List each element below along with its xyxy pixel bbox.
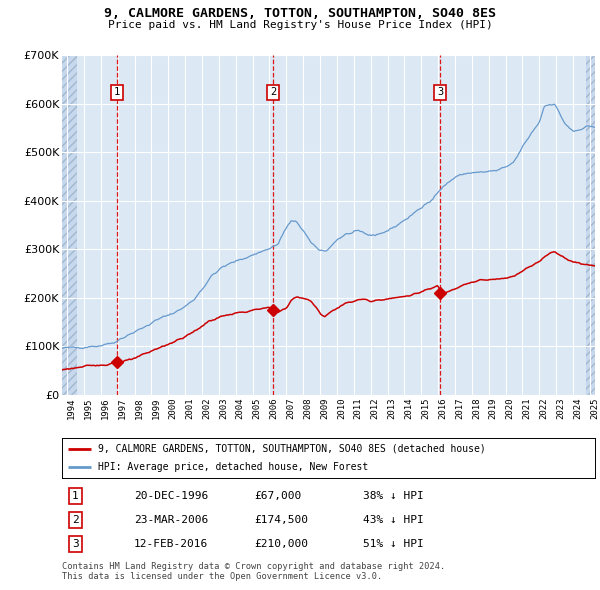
Text: £67,000: £67,000 bbox=[254, 491, 301, 501]
Text: 2015: 2015 bbox=[421, 398, 430, 419]
Text: 38% ↓ HPI: 38% ↓ HPI bbox=[363, 491, 424, 501]
Text: £174,500: £174,500 bbox=[254, 515, 308, 525]
Text: 2011: 2011 bbox=[354, 398, 363, 419]
Text: 1: 1 bbox=[114, 87, 120, 97]
Text: 1995: 1995 bbox=[84, 398, 93, 419]
Text: 2025: 2025 bbox=[590, 398, 599, 419]
Text: 12-FEB-2016: 12-FEB-2016 bbox=[134, 539, 208, 549]
Text: 1997: 1997 bbox=[118, 398, 127, 419]
Text: 2016: 2016 bbox=[438, 398, 447, 419]
Text: Contains HM Land Registry data © Crown copyright and database right 2024.
This d: Contains HM Land Registry data © Crown c… bbox=[62, 562, 445, 581]
Text: 1994: 1994 bbox=[67, 398, 76, 419]
Text: 2014: 2014 bbox=[404, 398, 413, 419]
Bar bbox=[62, 55, 77, 395]
Bar bbox=[586, 55, 595, 395]
Text: 2: 2 bbox=[72, 515, 79, 525]
Text: 3: 3 bbox=[72, 539, 79, 549]
Text: 2018: 2018 bbox=[472, 398, 481, 419]
Text: £210,000: £210,000 bbox=[254, 539, 308, 549]
Text: 2004: 2004 bbox=[236, 398, 245, 419]
Text: 2000: 2000 bbox=[168, 398, 177, 419]
Text: 1999: 1999 bbox=[151, 398, 160, 419]
Text: 2013: 2013 bbox=[388, 398, 397, 419]
Text: 2021: 2021 bbox=[523, 398, 532, 419]
Text: 9, CALMORE GARDENS, TOTTON, SOUTHAMPTON, SO40 8ES (detached house): 9, CALMORE GARDENS, TOTTON, SOUTHAMPTON,… bbox=[98, 444, 486, 454]
Text: Price paid vs. HM Land Registry's House Price Index (HPI): Price paid vs. HM Land Registry's House … bbox=[107, 20, 493, 30]
Text: 1996: 1996 bbox=[101, 398, 110, 419]
Text: 3: 3 bbox=[437, 87, 443, 97]
Text: 2007: 2007 bbox=[286, 398, 295, 419]
Text: 20-DEC-1996: 20-DEC-1996 bbox=[134, 491, 208, 501]
Text: 1: 1 bbox=[72, 491, 79, 501]
Text: 2020: 2020 bbox=[506, 398, 515, 419]
Text: 51% ↓ HPI: 51% ↓ HPI bbox=[363, 539, 424, 549]
Text: 2024: 2024 bbox=[573, 398, 582, 419]
Text: 2012: 2012 bbox=[371, 398, 380, 419]
Text: 2002: 2002 bbox=[202, 398, 211, 419]
Text: 2005: 2005 bbox=[253, 398, 262, 419]
Text: 2017: 2017 bbox=[455, 398, 464, 419]
Text: 2010: 2010 bbox=[337, 398, 346, 419]
Text: 2009: 2009 bbox=[320, 398, 329, 419]
Text: HPI: Average price, detached house, New Forest: HPI: Average price, detached house, New … bbox=[98, 462, 368, 472]
Text: 2023: 2023 bbox=[556, 398, 565, 419]
Text: 2022: 2022 bbox=[539, 398, 548, 419]
Text: 2008: 2008 bbox=[303, 398, 312, 419]
Text: 2: 2 bbox=[270, 87, 277, 97]
Text: 23-MAR-2006: 23-MAR-2006 bbox=[134, 515, 208, 525]
Text: 2003: 2003 bbox=[219, 398, 228, 419]
Text: 2001: 2001 bbox=[185, 398, 194, 419]
Text: 1998: 1998 bbox=[134, 398, 143, 419]
Text: 2006: 2006 bbox=[269, 398, 278, 419]
Text: 2019: 2019 bbox=[489, 398, 498, 419]
Text: 43% ↓ HPI: 43% ↓ HPI bbox=[363, 515, 424, 525]
Text: 9, CALMORE GARDENS, TOTTON, SOUTHAMPTON, SO40 8ES: 9, CALMORE GARDENS, TOTTON, SOUTHAMPTON,… bbox=[104, 7, 496, 20]
